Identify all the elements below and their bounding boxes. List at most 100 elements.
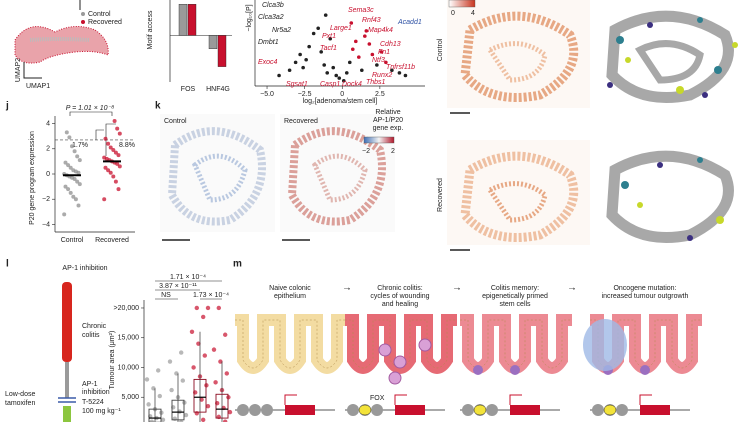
point — [112, 119, 117, 124]
point — [350, 47, 355, 52]
point — [367, 42, 372, 46]
axis-label: log₂[adenoma/stem cell] — [303, 98, 378, 105]
point — [363, 34, 367, 38]
gene-label: Fn1 — [378, 49, 390, 56]
k-image — [160, 114, 395, 241]
y-tick-label: 4 — [46, 120, 50, 127]
bar — [187, 4, 197, 36]
point — [102, 197, 107, 202]
point — [180, 378, 185, 383]
point — [223, 332, 228, 337]
panel-title: Control — [164, 118, 187, 125]
gene-label: Clca3a2 — [258, 14, 284, 21]
p-value: P = 1.01 × 10⁻⁸ — [66, 105, 115, 112]
point — [301, 65, 305, 70]
point — [196, 341, 201, 346]
colorbar-tick: −2 — [362, 148, 370, 155]
factor-label: FOX — [370, 395, 385, 402]
spatial-image — [447, 140, 734, 251]
point — [213, 380, 218, 385]
stem-cell — [473, 365, 483, 375]
point — [357, 55, 361, 59]
gene-label: Dmbt1 — [258, 39, 279, 46]
x-tick-label: −5.0 — [260, 91, 274, 98]
stage-label: stem cells — [499, 301, 531, 308]
point — [191, 365, 196, 370]
x-tick-label: Recovered — [95, 237, 129, 244]
x-tick-label: HNF4G — [206, 86, 230, 93]
point — [194, 305, 199, 311]
point — [117, 164, 122, 169]
point — [293, 60, 298, 65]
bar — [208, 35, 218, 49]
point — [75, 179, 80, 184]
immune-cell — [418, 338, 432, 352]
point — [337, 76, 342, 80]
x-tick-label: FOS — [181, 86, 196, 93]
panel-letter: j — [5, 101, 9, 112]
stage-label: Naive colonic — [269, 285, 311, 292]
point — [344, 71, 349, 75]
bar — [178, 4, 188, 36]
point — [70, 144, 74, 149]
gene-label: Exoc4 — [258, 59, 278, 66]
arrow: → — [342, 283, 352, 294]
stage-label: epithelium — [274, 293, 306, 300]
nucleosome — [616, 404, 628, 416]
panel-letter: m — [233, 259, 242, 270]
point — [375, 63, 379, 67]
x-tick-label: Control — [61, 237, 84, 244]
panel-title: Recovered — [284, 118, 318, 125]
point — [205, 403, 211, 409]
immune-cell — [393, 355, 407, 369]
y-tick-label: 0 — [46, 171, 50, 178]
gene-label: Runx2 — [372, 72, 392, 79]
row-label: Control — [437, 38, 444, 61]
gene-label: Dock4 — [342, 81, 362, 88]
gene-label: Sgsat1 — [286, 81, 308, 88]
gene-label: Tnfrsf11b — [386, 64, 415, 71]
point — [216, 305, 221, 311]
point — [331, 65, 336, 70]
point — [106, 168, 111, 173]
point — [102, 155, 107, 160]
crypt-outline — [235, 319, 347, 369]
point — [390, 68, 394, 73]
arrow: → — [452, 283, 462, 294]
p-value: 3.87 × 10⁻¹¹ — [159, 283, 197, 290]
point — [325, 71, 330, 75]
point — [73, 197, 78, 202]
point — [341, 78, 346, 83]
y-tick-label: 5,000 — [121, 394, 139, 401]
gene-label: Casp1 — [320, 81, 340, 88]
gene-label: Nr5a2 — [272, 27, 291, 34]
point — [223, 419, 228, 422]
point — [157, 393, 162, 399]
nucleosome — [347, 404, 359, 416]
gene — [640, 405, 670, 415]
gene-label: Acadd1 — [397, 19, 422, 26]
point — [76, 203, 81, 208]
point — [311, 31, 316, 36]
stage-label: epigenetically primed — [482, 293, 548, 300]
point — [103, 165, 108, 170]
point — [117, 131, 122, 136]
point — [218, 359, 223, 364]
y-tick-label: 15,000 — [118, 335, 140, 342]
point — [68, 190, 73, 195]
point — [189, 329, 195, 334]
colorbar-tick: 0 — [451, 10, 455, 17]
point — [108, 145, 113, 150]
point — [205, 305, 211, 311]
point — [108, 170, 113, 175]
gene-label: Ntf3 — [372, 57, 385, 64]
gene-label: Rnf43 — [362, 17, 381, 24]
point — [111, 148, 116, 153]
p-value: 1.71 × 10⁻⁴ — [170, 274, 206, 281]
point — [201, 417, 206, 422]
nucleosome — [249, 404, 261, 416]
crypt — [235, 314, 347, 374]
timeline — [58, 282, 76, 422]
timeline-label: 100 mg kg⁻¹ — [82, 408, 121, 415]
